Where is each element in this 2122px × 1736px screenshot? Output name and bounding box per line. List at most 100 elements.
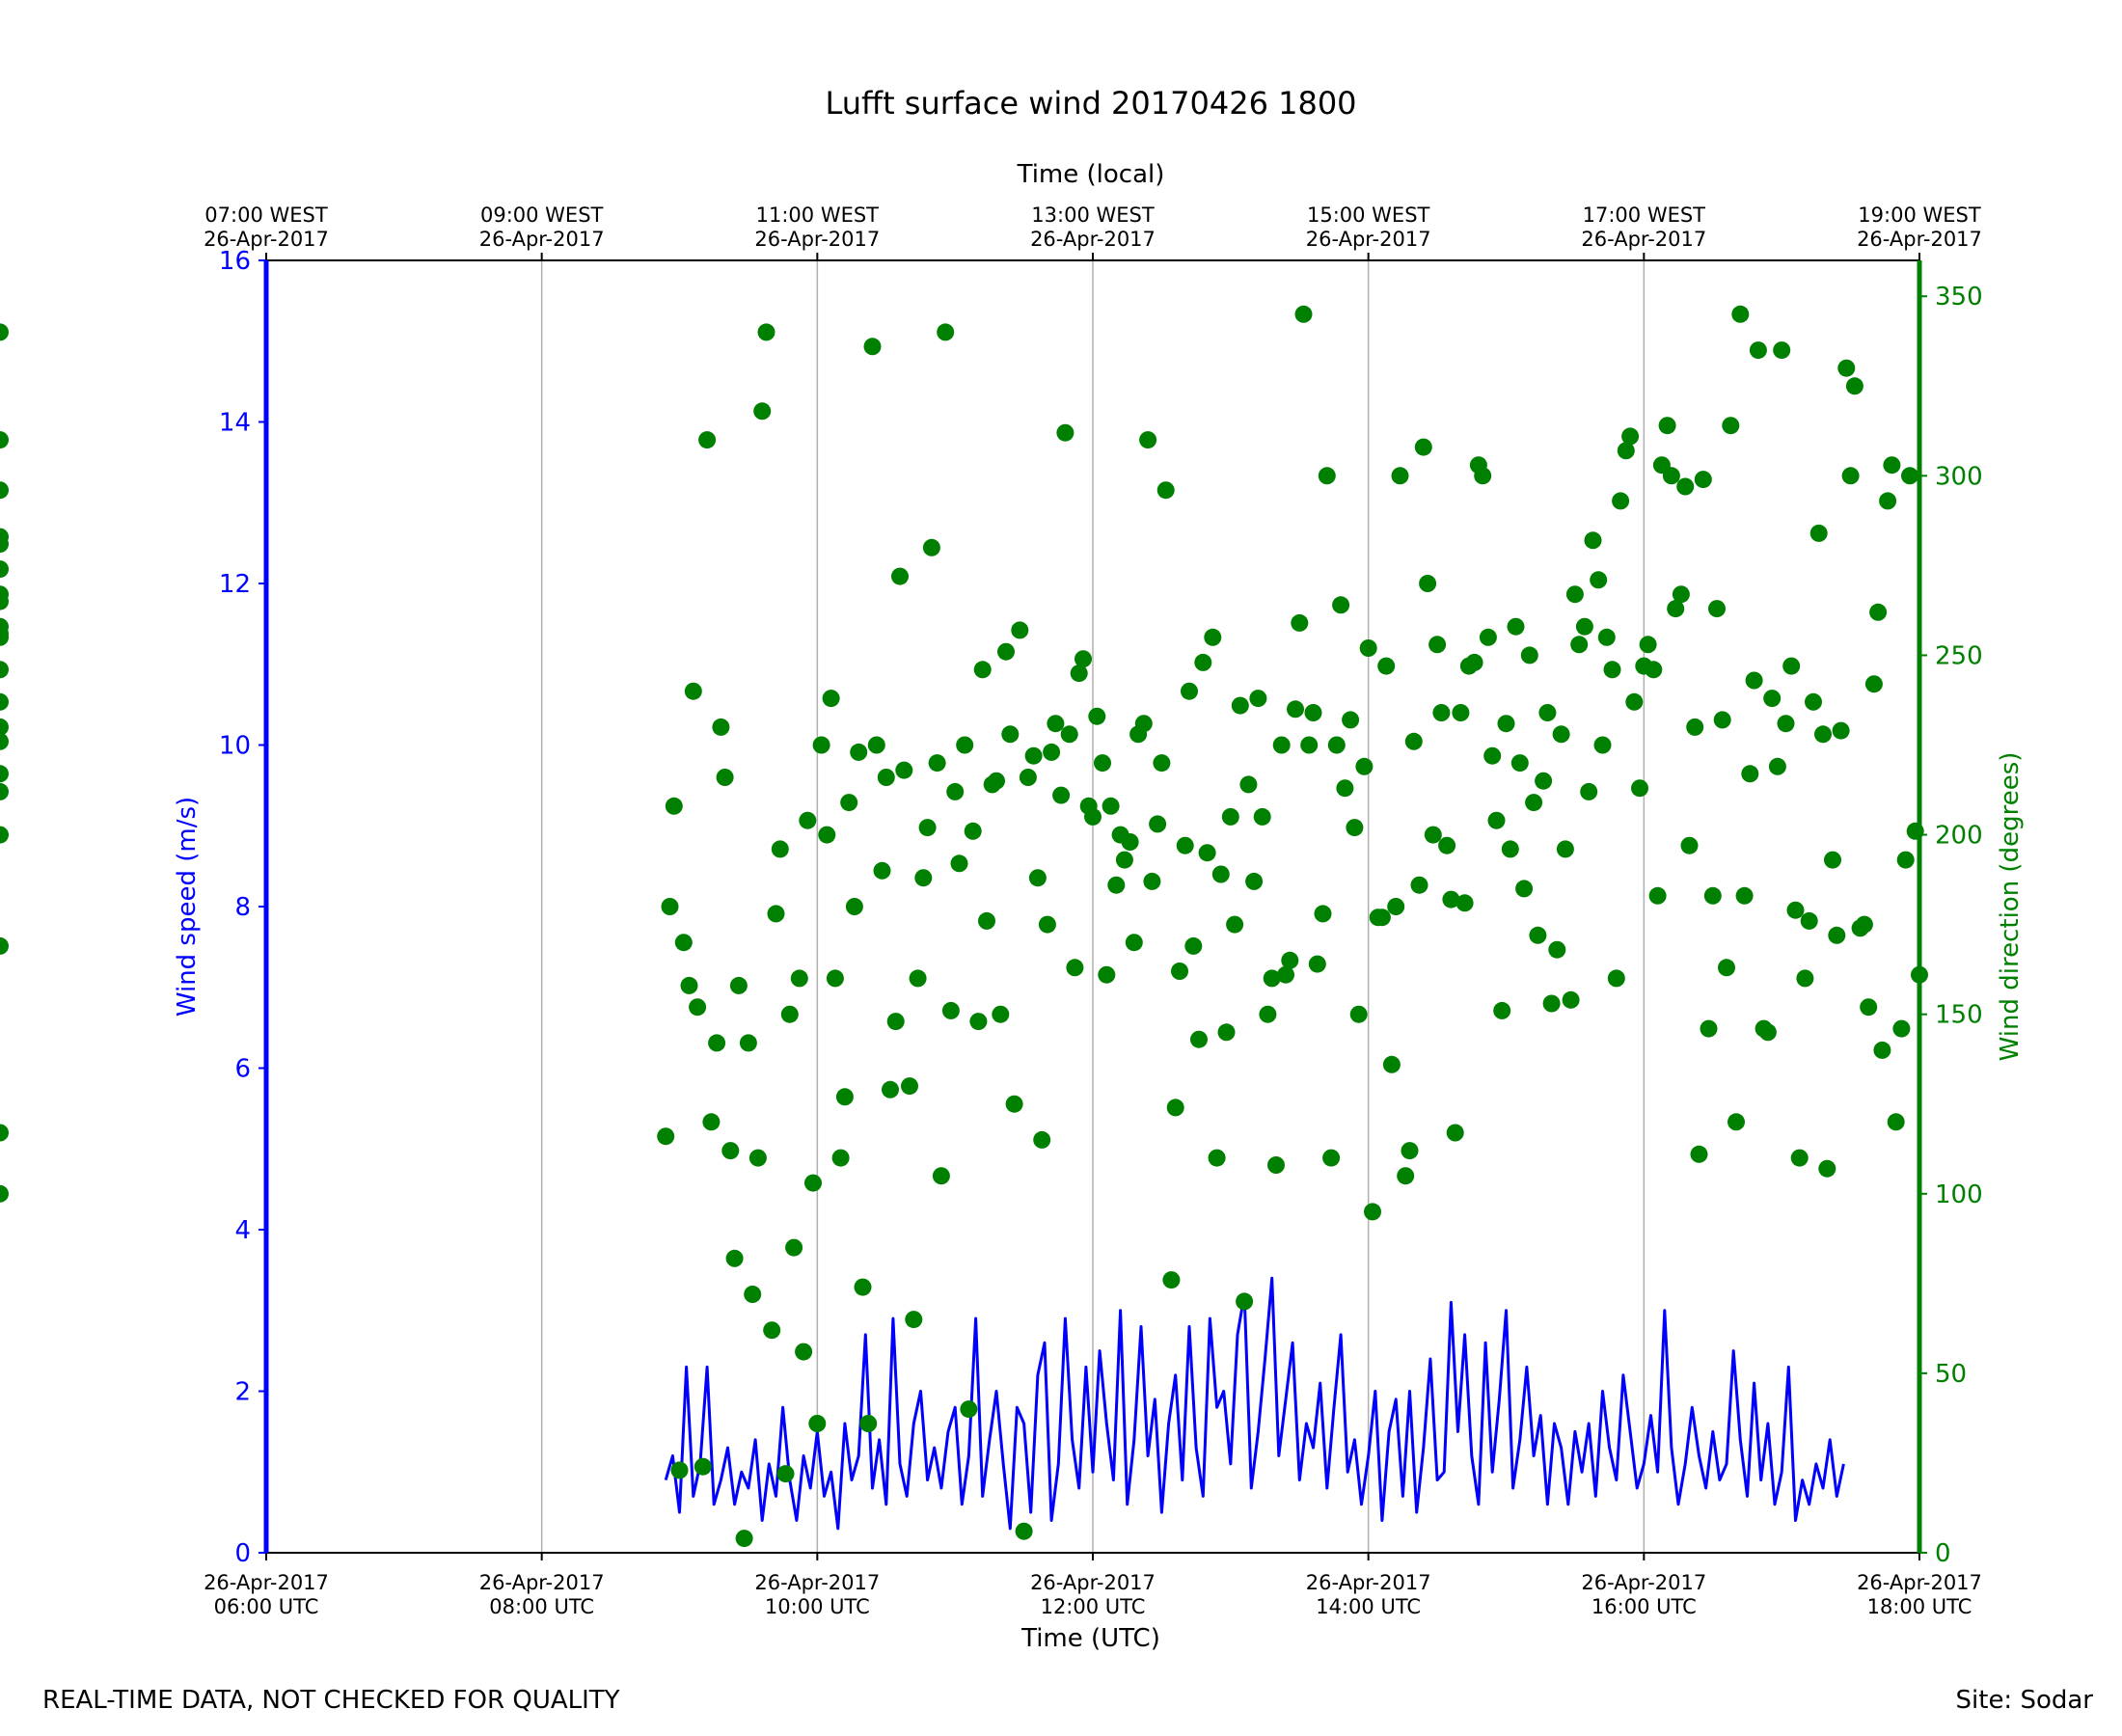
wind-direction-point bbox=[712, 718, 730, 736]
wind-direction-point bbox=[1837, 359, 1856, 377]
wind-direction-point bbox=[1277, 965, 1294, 984]
data-quality-note: REAL-TIME DATA, NOT CHECKED FOR QUALITY bbox=[42, 1686, 620, 1715]
wind-direction-point bbox=[795, 1343, 813, 1361]
wind-direction-point bbox=[1676, 477, 1695, 496]
wind-direction-point bbox=[845, 898, 863, 915]
wind-direction-point bbox=[1336, 779, 1354, 798]
wind-direction-point bbox=[1204, 628, 1222, 646]
wind-direction-point bbox=[818, 826, 836, 844]
wind-direction-point bbox=[822, 690, 840, 708]
x-tick-label-bottom: 26-Apr-2017 bbox=[1306, 1571, 1431, 1594]
x-tick-label-bottom: 26-Apr-2017 bbox=[1030, 1571, 1156, 1594]
wind-direction-point bbox=[0, 782, 9, 800]
wind-direction-point bbox=[886, 1013, 905, 1031]
x-tick-label-top: 26-Apr-2017 bbox=[204, 228, 329, 251]
wind-direction-point bbox=[1272, 736, 1291, 754]
wind-direction-point bbox=[928, 754, 946, 773]
wind-direction-point bbox=[1672, 585, 1690, 604]
wind-direction-point bbox=[1625, 692, 1644, 711]
wind-direction-point bbox=[1346, 819, 1364, 837]
wind-direction-point bbox=[1184, 936, 1203, 955]
wind-direction-point bbox=[1728, 1113, 1745, 1131]
wind-direction-point bbox=[780, 1005, 799, 1023]
wind-direction-point bbox=[657, 1127, 675, 1146]
wind-direction-point bbox=[674, 934, 693, 952]
wind-direction-point bbox=[1597, 628, 1616, 646]
wind-direction-point bbox=[1873, 1041, 1891, 1059]
wind-direction-point bbox=[1414, 438, 1432, 456]
wind-direction-point bbox=[1548, 940, 1566, 959]
x-tick-label-top: 26-Apr-2017 bbox=[1306, 228, 1431, 251]
wind-direction-point bbox=[0, 625, 9, 643]
y-tick-label-left: 8 bbox=[234, 893, 251, 922]
wind-direction-point bbox=[1033, 1130, 1051, 1149]
wind-direction-point bbox=[1249, 690, 1267, 708]
x-tick-label-bottom: 12:00 UTC bbox=[1041, 1595, 1146, 1618]
x-tick-label-bottom: 26-Apr-2017 bbox=[479, 1571, 605, 1594]
wind-direction-point bbox=[1342, 711, 1360, 729]
wind-direction-point bbox=[670, 1461, 689, 1479]
direction-series bbox=[0, 305, 1928, 1548]
wind-direction-point bbox=[1832, 721, 1850, 740]
x-tick-label-top: 15:00 WEST bbox=[1307, 203, 1430, 227]
wind-direction-point bbox=[1060, 725, 1078, 744]
wind-direction-point bbox=[698, 431, 717, 449]
wind-direction-point bbox=[1355, 757, 1374, 775]
wind-direction-point bbox=[0, 1184, 9, 1203]
wind-direction-point bbox=[956, 736, 974, 754]
wind-direction-point bbox=[1259, 1005, 1277, 1023]
wind-direction-point bbox=[1507, 617, 1525, 636]
wind-direction-point bbox=[997, 642, 1015, 661]
wind-direction-point bbox=[1382, 1055, 1401, 1073]
wind-direction-point bbox=[1327, 736, 1346, 754]
wind-direction-point bbox=[1221, 807, 1239, 826]
wind-direction-point bbox=[1066, 959, 1084, 977]
wind-direction-point bbox=[1474, 467, 1492, 485]
wind-direction-point bbox=[1603, 661, 1621, 679]
wind-direction-point bbox=[1143, 872, 1161, 890]
wind-direction-point bbox=[1658, 417, 1676, 435]
wind-direction-point bbox=[785, 1238, 803, 1257]
wind-direction-point bbox=[1236, 1292, 1254, 1311]
wind-direction-point bbox=[1535, 772, 1553, 790]
wind-direction-point bbox=[950, 854, 968, 873]
wind-direction-point bbox=[1782, 657, 1801, 675]
wind-direction-point bbox=[0, 592, 9, 610]
wind-direction-point bbox=[1231, 696, 1249, 715]
wind-direction-point bbox=[1075, 650, 1092, 668]
wind-direction-point bbox=[1700, 1019, 1718, 1038]
wind-direction-point bbox=[1102, 797, 1120, 815]
wind-direction-point bbox=[1373, 909, 1391, 927]
wind-direction-point bbox=[1162, 1271, 1181, 1289]
wind-direction-point bbox=[1735, 886, 1754, 905]
wind-direction-point bbox=[960, 1400, 978, 1419]
x-tick-label-top: 26-Apr-2017 bbox=[1030, 228, 1156, 251]
wind-direction-point bbox=[1171, 963, 1188, 980]
wind-direction-point bbox=[0, 560, 9, 579]
wind-direction-point bbox=[1639, 636, 1657, 654]
x-tick-label-top: 26-Apr-2017 bbox=[1857, 228, 1982, 251]
wind-direction-point bbox=[0, 826, 9, 844]
wind-direction-point bbox=[684, 682, 702, 700]
wind-direction-point bbox=[1098, 965, 1116, 984]
wind-direction-point bbox=[1263, 969, 1281, 988]
y-tick-label-right: 300 bbox=[1935, 462, 1983, 491]
wind-direction-point bbox=[0, 323, 9, 341]
wind-direction-point bbox=[1584, 531, 1602, 550]
wind-direction-point bbox=[1107, 876, 1126, 894]
wind-direction-point bbox=[1562, 990, 1580, 1009]
wind-direction-point bbox=[1349, 1005, 1368, 1023]
wind-direction-point bbox=[937, 323, 955, 341]
wind-direction-point bbox=[748, 1149, 767, 1167]
wind-direction-point bbox=[1424, 826, 1442, 844]
wind-direction-point bbox=[812, 736, 830, 754]
wind-direction-point bbox=[1680, 836, 1699, 854]
wind-direction-point bbox=[0, 661, 9, 679]
y-tick-label-right: 200 bbox=[1935, 822, 1983, 851]
wind-direction-point bbox=[1814, 725, 1832, 744]
wind-direction-point bbox=[1208, 1149, 1226, 1167]
wind-direction-point bbox=[1300, 736, 1319, 754]
wind-direction-point bbox=[1805, 692, 1822, 711]
wind-direction-point bbox=[1510, 754, 1529, 773]
